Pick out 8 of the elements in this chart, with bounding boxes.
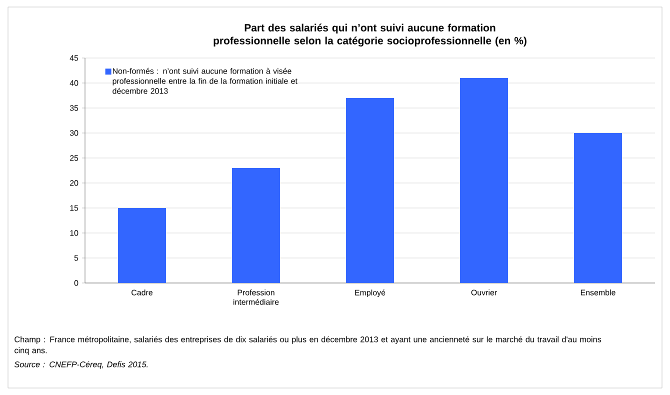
- bar: [118, 208, 166, 283]
- text: Champ : France métropolitaine, salariés des entreprises de dix salariés ou plus en décembre 2013 et ayant une ancienneté sur le marché du travail d'au moins cinq ans.: [14, 336, 602, 355]
- chart-title: Part des salariés qui n’ont suivi aucune formation professionnelle selon la catégorie socioprofessionnelle (en %): [214, 24, 526, 47]
- bar: [346, 98, 394, 283]
- source-note: Source : CNEFP-Céreq, Defis 2015.: [14, 361, 148, 369]
- bar: [460, 78, 508, 283]
- bar: [574, 133, 622, 283]
- bar: [232, 168, 280, 283]
